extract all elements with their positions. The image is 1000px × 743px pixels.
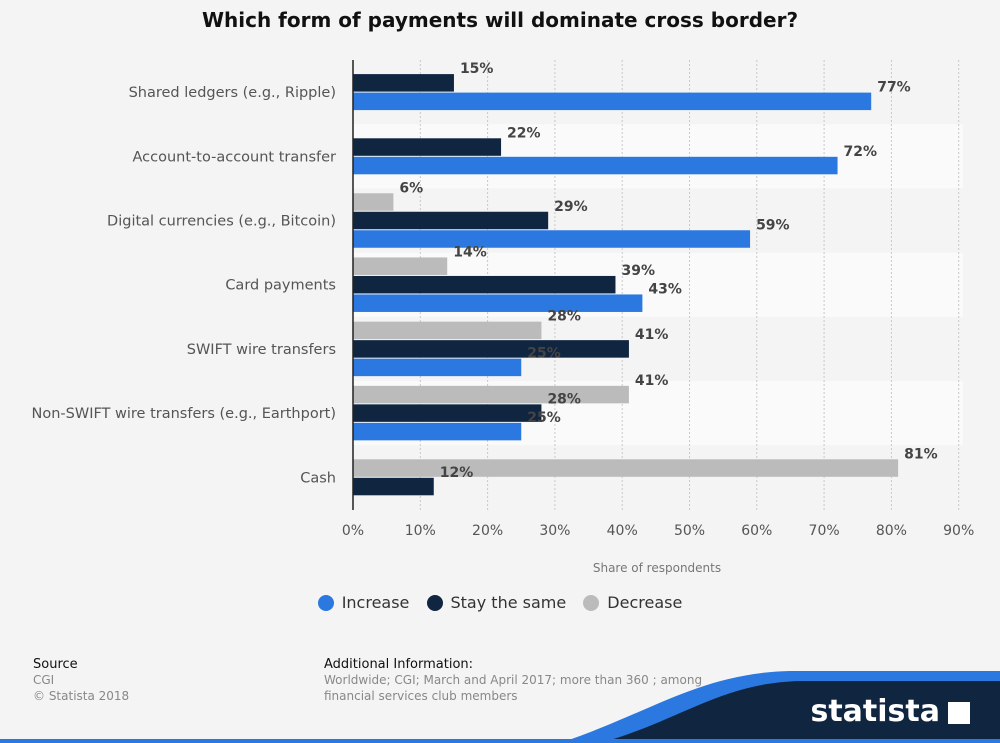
- x-tick-label: 40%: [607, 523, 638, 539]
- data-label-decrease: 81%: [904, 446, 938, 462]
- bar-increase: [353, 294, 643, 312]
- bar-stay: [353, 340, 629, 358]
- x-tick-label: 80%: [876, 523, 907, 539]
- category-label: SWIFT wire transfers: [187, 342, 336, 358]
- bar-stay: [353, 404, 542, 422]
- category-label: Non-SWIFT wire transfers (e.g., Earthpor…: [32, 406, 336, 422]
- bar-stay: [353, 477, 434, 496]
- x-axis-label: Share of respondents: [593, 561, 721, 575]
- legend-label-decrease: Decrease: [607, 593, 683, 612]
- data-label-stay: 28%: [547, 391, 581, 407]
- bar-decrease: [353, 321, 542, 340]
- additional-info-heading: Additional Information:: [324, 657, 474, 672]
- bar-increase: [353, 156, 838, 175]
- data-label-increase: 25%: [527, 410, 561, 426]
- bar-stay: [353, 138, 502, 156]
- data-label-stay: 15%: [460, 61, 494, 77]
- additional-info-line1: Worldwide; CGI; March and April 2017; mo…: [324, 673, 703, 687]
- legend-dot-decrease: [583, 594, 600, 611]
- x-tick-label: 90%: [943, 523, 974, 539]
- additional-info-block: Additional Information: Worldwide; CGI; …: [324, 657, 702, 704]
- legend: Increase Stay the same Decrease: [0, 593, 1000, 615]
- legend-label-increase: Increase: [341, 593, 410, 612]
- data-label-increase: 25%: [527, 346, 561, 362]
- source-text: CGI: [33, 673, 55, 687]
- legend-item-decrease[interactable]: Decrease: [583, 593, 682, 612]
- data-label-decrease: 28%: [547, 309, 581, 325]
- data-label-decrease: 41%: [635, 373, 669, 389]
- x-tick-label: 50%: [674, 523, 705, 539]
- x-tick-label: 10%: [405, 523, 436, 539]
- legend-dot-stay: [426, 594, 443, 611]
- data-label-decrease: 14%: [453, 244, 487, 260]
- bar-decrease: [353, 459, 899, 477]
- bar-decrease: [353, 257, 448, 275]
- statista-logo-icon: [948, 702, 970, 724]
- legend-item-stay[interactable]: Stay the same: [426, 593, 567, 612]
- data-label-increase: 59%: [756, 217, 790, 233]
- bar-increase: [353, 92, 872, 111]
- x-tick-label: 0%: [342, 523, 364, 539]
- x-tick-label: 70%: [809, 523, 840, 539]
- data-label-stay: 39%: [621, 263, 655, 279]
- data-label-stay: 41%: [635, 327, 669, 343]
- data-label-increase: 43%: [648, 281, 682, 297]
- category-label: Shared ledgers (e.g., Ripple): [129, 85, 336, 101]
- legend-item-increase[interactable]: Increase: [317, 593, 410, 612]
- data-label-stay: 22%: [507, 125, 541, 141]
- bar-stay: [353, 74, 454, 92]
- data-label-stay: 12%: [440, 465, 474, 481]
- data-label-stay: 29%: [554, 199, 588, 215]
- source-block: Source CGI © Statista 2018: [33, 657, 129, 704]
- chart-title: Which form of payments will dominate cro…: [201, 8, 799, 32]
- category-label: Account-to-account transfer: [133, 149, 337, 165]
- x-tick-label: 60%: [741, 523, 772, 539]
- legend-label-stay: Stay the same: [450, 593, 567, 612]
- bar-stay: [353, 211, 549, 230]
- source-heading: Source: [33, 657, 78, 672]
- row-band: [353, 124, 963, 189]
- bar-stay: [353, 275, 616, 294]
- bar-chart: 0% 10% 20% 30% 40% 50% 60% 70% 80% 90% Share of re…: [32, 60, 974, 575]
- data-label-decrease: 6%: [399, 180, 423, 196]
- bar-increase: [353, 230, 751, 248]
- category-label: Cash: [300, 470, 336, 486]
- x-tick-label: 30%: [539, 523, 570, 539]
- brand-banner: [0, 671, 1000, 743]
- bar-decrease: [353, 385, 629, 404]
- bar-decrease: [353, 193, 394, 211]
- bar-increase: [353, 422, 522, 441]
- data-label-increase: 72%: [844, 144, 878, 160]
- copyright-text[interactable]: © Statista 2018: [33, 689, 130, 703]
- category-label: Digital currencies (e.g., Bitcoin): [107, 214, 336, 230]
- statista-logo[interactable]: statista: [810, 694, 940, 729]
- additional-info-line2: financial services club members: [324, 689, 518, 703]
- bar-increase: [353, 358, 522, 377]
- data-label-increase: 77%: [877, 80, 911, 96]
- category-label: Card payments: [225, 278, 336, 294]
- x-tick-label: 20%: [472, 523, 503, 539]
- legend-dot-increase: [317, 594, 334, 611]
